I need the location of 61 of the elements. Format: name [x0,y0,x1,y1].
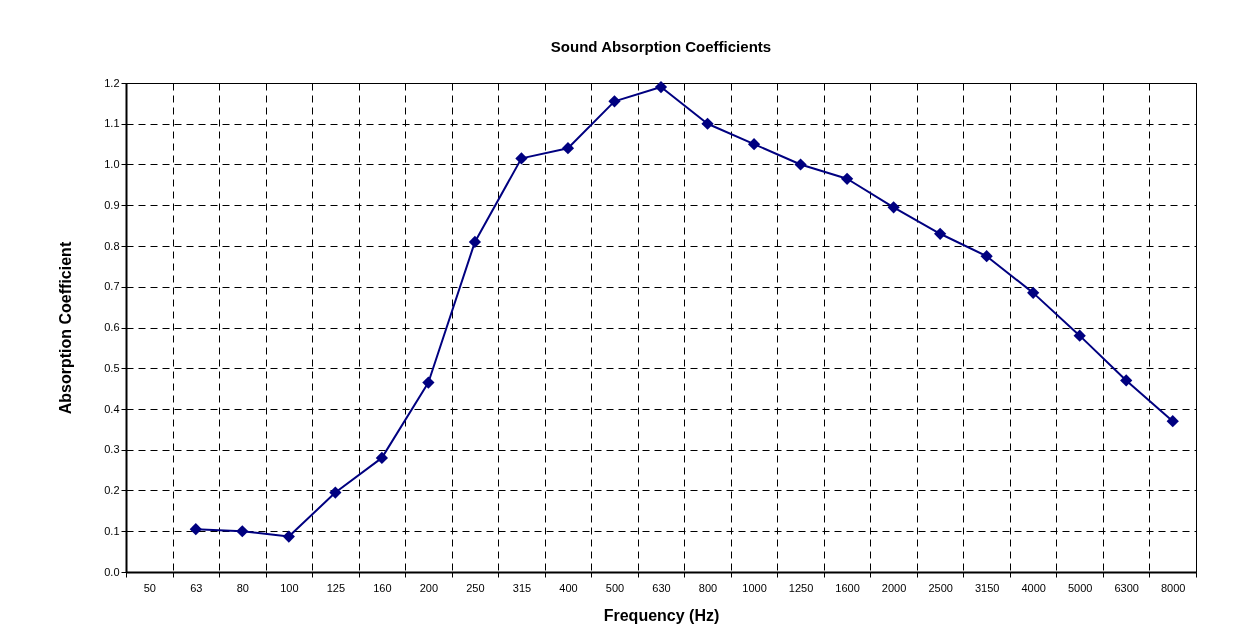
y-tick-label: 0.4 [104,402,120,415]
x-tick-label: 63 [190,581,203,594]
y-tick-label: 1.2 [104,76,120,89]
point [1120,374,1133,387]
point [561,142,575,155]
point [701,117,714,130]
point [887,201,900,214]
point [840,172,854,185]
point [1073,329,1086,342]
x-tick-label: 250 [466,581,485,594]
x-tick-label: 400 [559,581,578,594]
x-tick-label: 125 [326,581,346,594]
x-tick-label: 160 [373,581,392,594]
point [282,530,295,543]
point [422,376,435,389]
point [980,250,993,263]
point [468,235,482,249]
point [794,158,807,171]
y-tick-label: 0.2 [104,484,120,496]
point [747,138,761,151]
x-tick-label: 200 [419,581,439,594]
point [189,523,202,536]
x-tick-label: 8000 [1161,581,1186,594]
y-tick-label: 0.3 [104,443,120,456]
point [515,152,528,165]
point [375,451,388,465]
x-tick-label: 315 [512,581,532,594]
x-tick-label: 630 [652,581,671,594]
x-axis-title: Frequency (Hz) [603,606,720,624]
point [654,80,668,94]
x-tick-label: 2500 [928,581,953,594]
point [329,486,342,499]
y-tick-label: 0.7 [104,280,120,293]
point [934,227,947,240]
y-tick-label: 1.1 [104,117,120,130]
point [608,95,621,108]
x-tick-label: 2000 [881,581,907,594]
y-tick-label: 0.1 [104,524,120,537]
y-tick-label: 0.0 [104,565,120,578]
x-tick-label: 800 [698,581,718,594]
x-tick-label: 80 [236,581,249,594]
y-tick-label: 0.6 [104,321,120,333]
x-tick-label: 3150 [974,581,1000,594]
x-tick-label: 1000 [742,581,767,594]
x-tick-label: 1250 [788,581,814,594]
chart-title: Sound Absorption Coefficients [550,38,772,55]
y-tick-label: 1.0 [104,158,120,170]
point [1166,415,1179,428]
x-tick-label: 50 [143,581,156,594]
x-tick-label: 6300 [1114,581,1139,594]
x-tick-label: 1600 [835,581,860,594]
x-tick-label: 500 [605,581,625,594]
y-tick-label: 0.5 [104,361,120,374]
x-tick-label: 4000 [1021,581,1046,594]
x-tick-label: 5000 [1067,581,1093,594]
y-axis-title: Absorption Coefficient [57,241,75,415]
x-tick-label: 100 [280,581,299,594]
y-tick-label: 0.9 [104,198,120,211]
y-tick-label: 0.8 [104,239,120,252]
point [1027,286,1040,299]
point [236,525,249,538]
